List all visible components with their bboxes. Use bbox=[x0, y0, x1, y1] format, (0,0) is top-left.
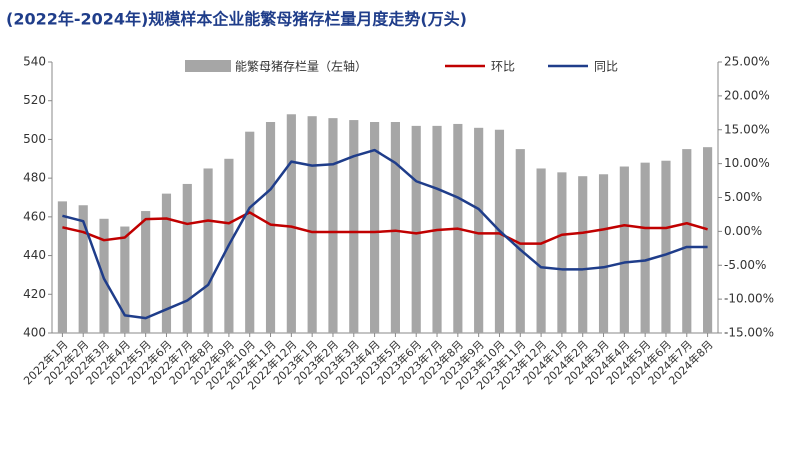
bar bbox=[349, 120, 359, 333]
bar bbox=[703, 147, 713, 333]
bar bbox=[307, 116, 317, 333]
bar bbox=[161, 193, 172, 333]
y2-tick-label: 10.00% bbox=[724, 156, 770, 170]
y2-tick-label: 25.00% bbox=[724, 55, 770, 69]
bar bbox=[411, 125, 421, 333]
legend-swatch bbox=[185, 60, 231, 72]
legend-label: 能繁母猪存栏量（左轴） bbox=[235, 59, 367, 74]
y-tick-label: 400 bbox=[23, 326, 46, 340]
bar bbox=[619, 166, 629, 333]
bar bbox=[474, 127, 484, 333]
bar bbox=[203, 168, 213, 333]
y-tick-label: 480 bbox=[23, 171, 46, 185]
bar bbox=[598, 174, 609, 333]
y-tick-label: 500 bbox=[23, 132, 46, 146]
chart-title: (2022年-2024年)规模样本企业能繁母猪存栏量月度走势(万头) bbox=[6, 10, 467, 29]
y2-tick-label: -10.00% bbox=[724, 292, 774, 306]
bar bbox=[141, 211, 151, 333]
y2-tick-label: -5.00% bbox=[724, 258, 766, 272]
bar bbox=[328, 118, 338, 333]
y2-tick-label: 15.00% bbox=[724, 122, 770, 136]
bar bbox=[515, 149, 525, 333]
bar bbox=[661, 160, 671, 333]
y2-tick-label: 5.00% bbox=[724, 190, 762, 204]
y-tick-label: 460 bbox=[23, 209, 46, 223]
y2-tick-label: 20.00% bbox=[724, 88, 770, 102]
legend-label: 同比 bbox=[594, 60, 618, 74]
y-tick-label: 440 bbox=[23, 248, 46, 262]
y2-tick-label: -15.00% bbox=[724, 326, 774, 340]
bar bbox=[245, 131, 255, 333]
legend-label: 环比 bbox=[491, 60, 515, 74]
bar bbox=[78, 205, 88, 333]
bar bbox=[57, 201, 67, 333]
bar bbox=[640, 162, 650, 333]
bar bbox=[682, 149, 692, 333]
y-tick-label: 540 bbox=[23, 55, 46, 69]
bar bbox=[578, 176, 588, 333]
bar bbox=[557, 172, 567, 333]
bar bbox=[182, 183, 192, 333]
y2-tick-label: 0.00% bbox=[724, 224, 762, 238]
bar bbox=[286, 114, 296, 333]
bar bbox=[536, 168, 546, 333]
line bbox=[62, 211, 708, 245]
bar bbox=[390, 122, 400, 333]
bar bbox=[120, 226, 130, 333]
y-tick-label: 520 bbox=[23, 93, 46, 107]
bar bbox=[370, 122, 380, 333]
line bbox=[62, 148, 708, 320]
y-tick-label: 420 bbox=[23, 287, 46, 301]
bar bbox=[265, 122, 276, 333]
